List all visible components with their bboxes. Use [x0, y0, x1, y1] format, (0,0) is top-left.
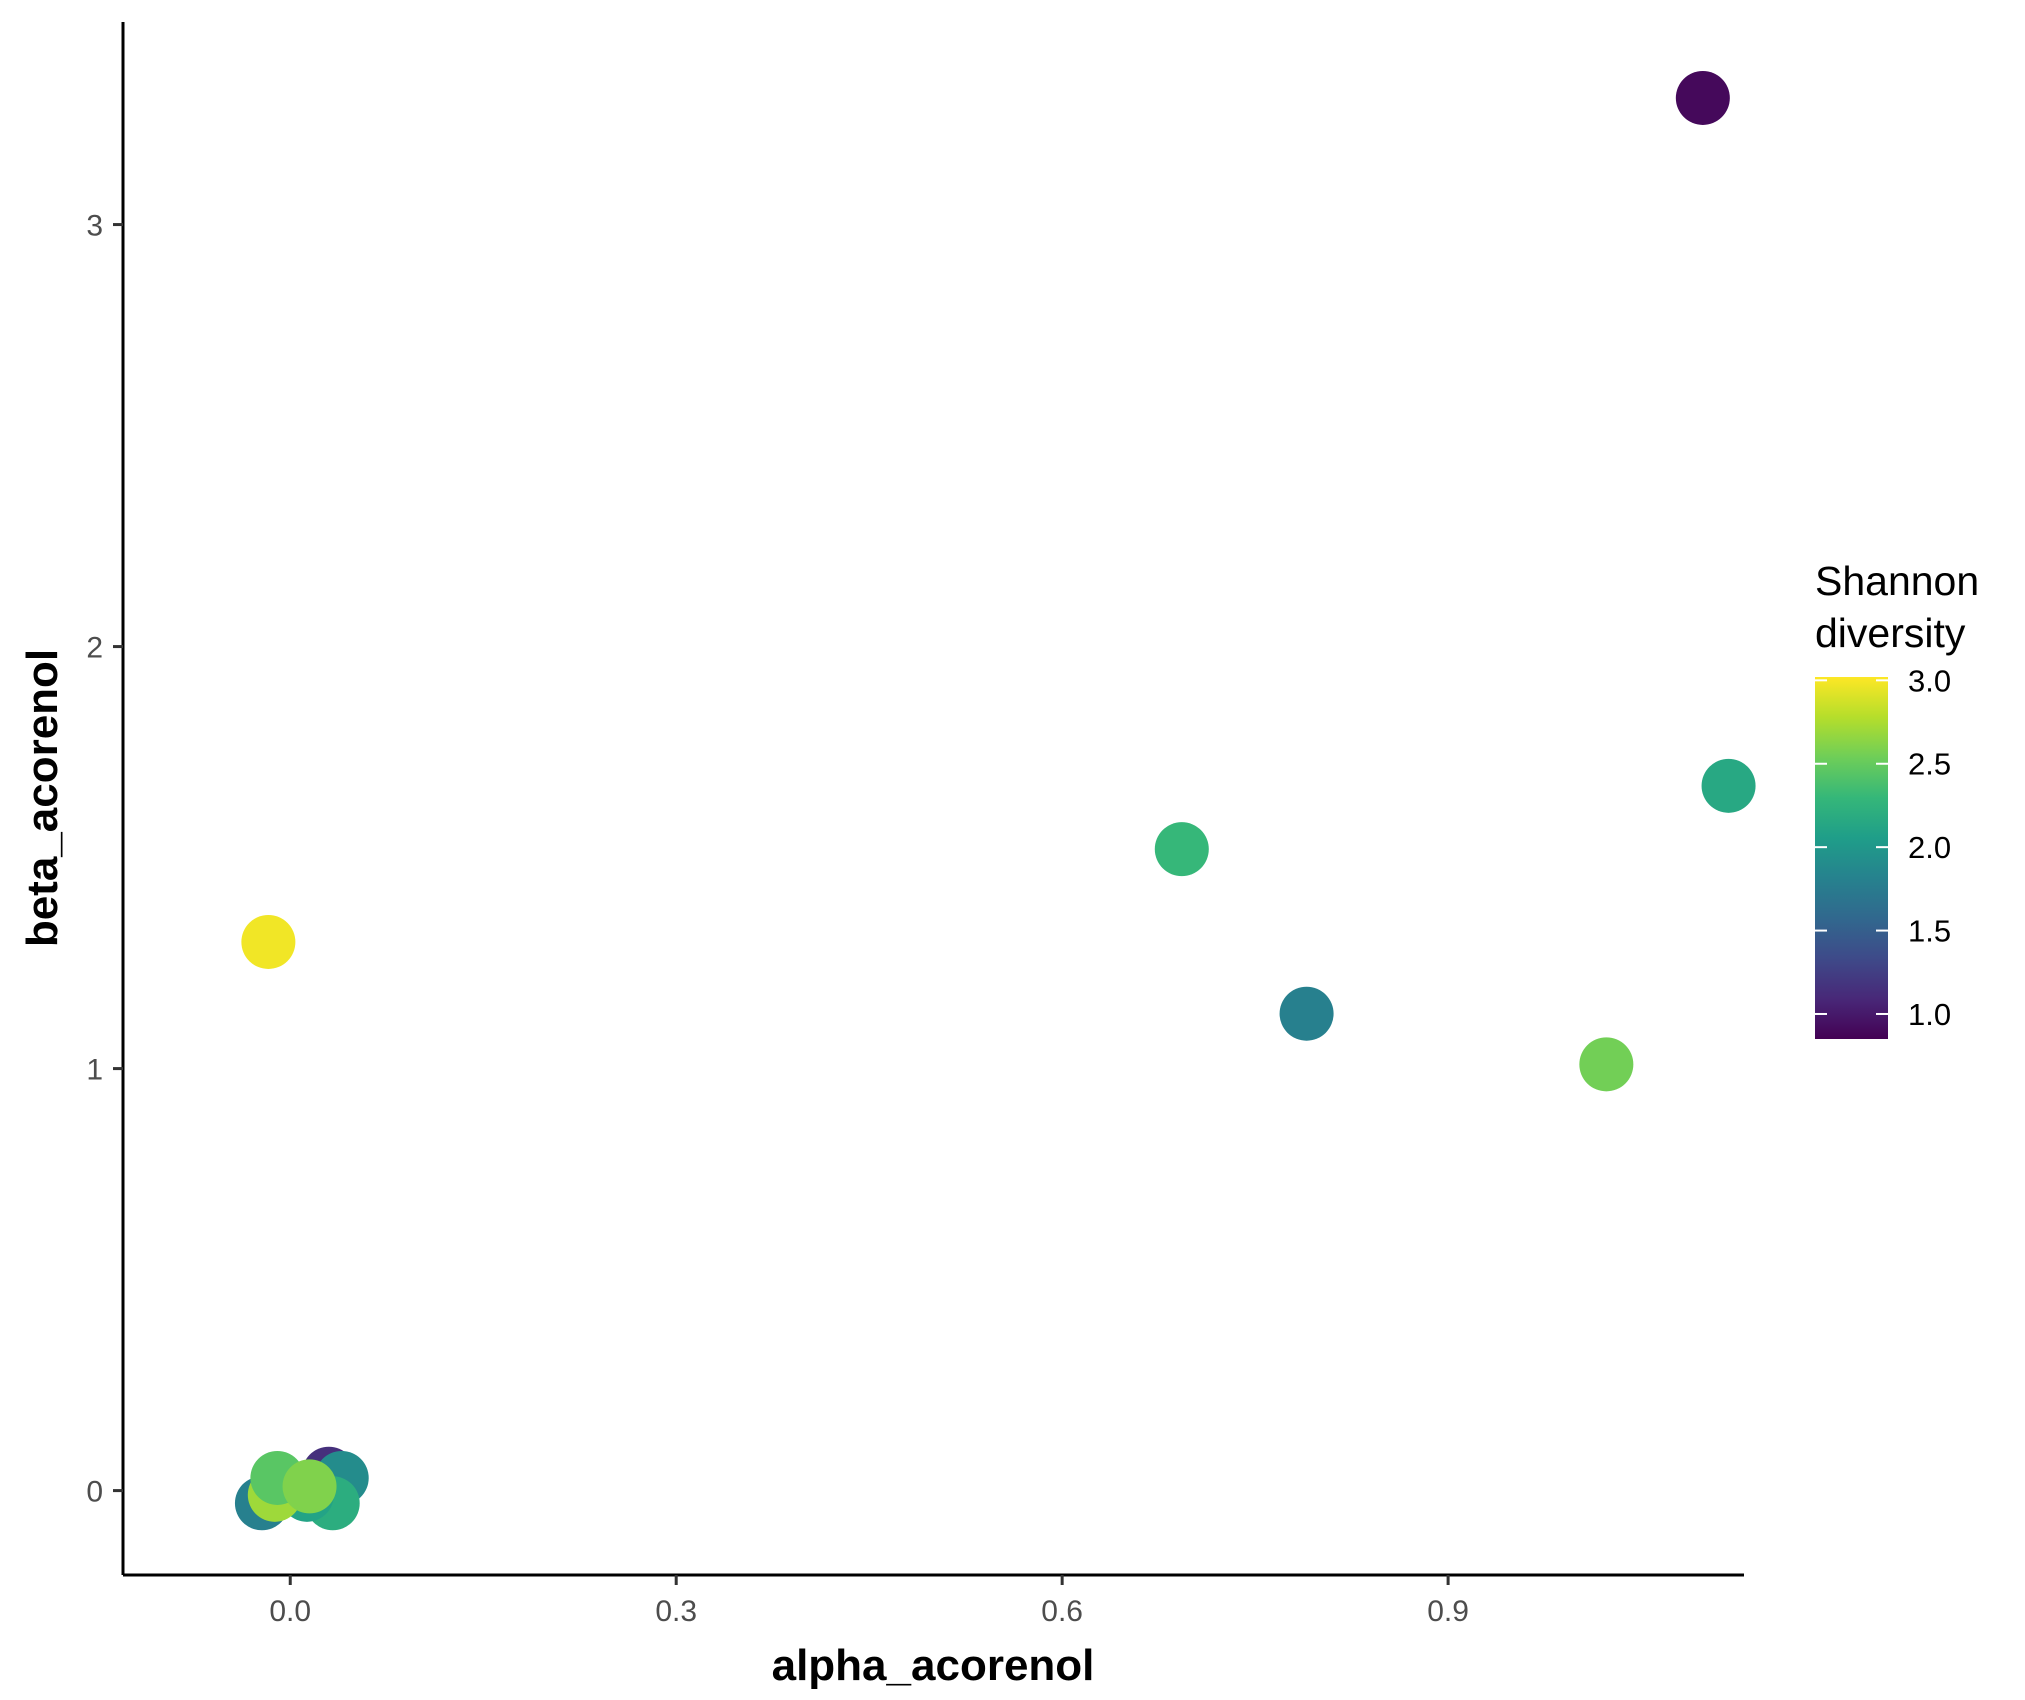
y-tick-label: 3	[86, 210, 103, 243]
colorbar-tick-label: 2.0	[1908, 830, 1951, 865]
x-tick-label: 0.0	[269, 1595, 311, 1628]
legend-title-line-2: diversity	[1815, 610, 1966, 656]
x-tick-label: 0.3	[655, 1595, 697, 1628]
legend-title-line-1: Shannon	[1815, 558, 1979, 604]
x-axis-ticks: 0.0 0.3 0.6 0.9	[269, 1575, 1469, 1628]
x-tick-label: 0.9	[1427, 1595, 1469, 1628]
data-point	[1701, 758, 1756, 813]
colorbar-tick-label: 2.5	[1908, 747, 1951, 782]
colorbar-tick-label: 1.5	[1908, 914, 1951, 949]
y-tick-label: 2	[86, 632, 103, 665]
y-axis-ticks: 0 1 2 3	[86, 210, 123, 1509]
data-point	[1154, 822, 1209, 877]
colorbar-tick-label: 3.0	[1908, 663, 1951, 698]
colorbar-tick-label: 1.0	[1908, 997, 1951, 1032]
colorbar-ticks: 1.0 1.5 2.0 2.5 3.0	[1815, 663, 1951, 1032]
x-tick-label: 0.6	[1041, 1595, 1083, 1628]
y-axis-title: beta_acorenol	[18, 649, 67, 947]
points-layer	[234, 70, 1756, 1531]
x-axis-title: alpha_acorenol	[772, 1641, 1095, 1690]
colorbar	[1815, 677, 1888, 1039]
data-point	[1579, 1037, 1634, 1092]
y-tick-label: 1	[86, 1054, 103, 1087]
data-point	[282, 1459, 337, 1514]
data-point	[1675, 70, 1730, 125]
data-point	[241, 914, 296, 969]
y-tick-label: 0	[86, 1476, 103, 1509]
color-legend: Shannon diversity 1.0 1.5 2.0 2.5 3.0	[1815, 558, 1979, 1039]
data-point	[1279, 986, 1334, 1041]
